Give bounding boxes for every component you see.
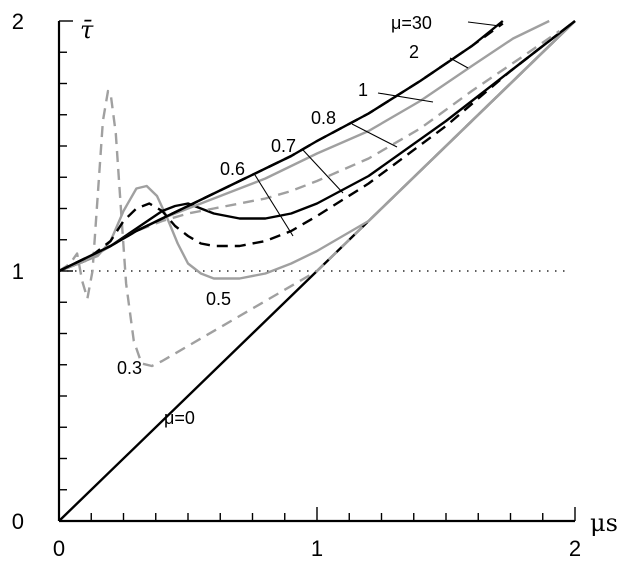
curve-label: 1 (358, 80, 368, 100)
series-line-2 (58, 20, 576, 280)
series-line-8 (58, 20, 504, 273)
series-line-4 (58, 20, 576, 273)
curve-label-leader (467, 21, 501, 27)
y-tick-label: 2 (12, 9, 24, 34)
series-layer (58, 19, 576, 522)
series-line-5 (58, 30, 561, 273)
series-line-1 (58, 45, 551, 368)
curve-label: μ=0 (164, 408, 195, 428)
y-tick-label: 1 (12, 259, 24, 284)
curve-label: 0.3 (117, 358, 142, 378)
curve-label-leader (254, 174, 294, 237)
axes (57, 20, 576, 523)
x-tick-label: 2 (569, 536, 581, 561)
curve-label-leader (377, 92, 434, 103)
curve-label: 0.6 (220, 159, 245, 179)
x-tick-label: 0 (53, 536, 65, 561)
curve-label-leader (302, 149, 344, 194)
curve-label: 0.7 (271, 136, 296, 156)
curve-label: 0.8 (311, 108, 336, 128)
leader-lines (254, 21, 501, 237)
curve-label-leader (449, 57, 469, 69)
y-axis-title: τ̄ (80, 16, 94, 44)
y-tick-label: 0 (12, 509, 24, 534)
curve-label: 2 (409, 42, 419, 62)
curve-label-leader (351, 123, 398, 148)
x-tick-label: 1 (311, 536, 323, 561)
labels: 0 1 2 0 1 2 τ̄ μs μ=30 2 1 0.8 0.7 0.6 0.5 0.3 μ=0 (12, 9, 618, 561)
series-line-3 (58, 20, 576, 273)
curve-label: 0.5 (206, 289, 231, 309)
curve-label: μ=30 (391, 13, 432, 33)
x-axis-title: μs (590, 509, 618, 537)
